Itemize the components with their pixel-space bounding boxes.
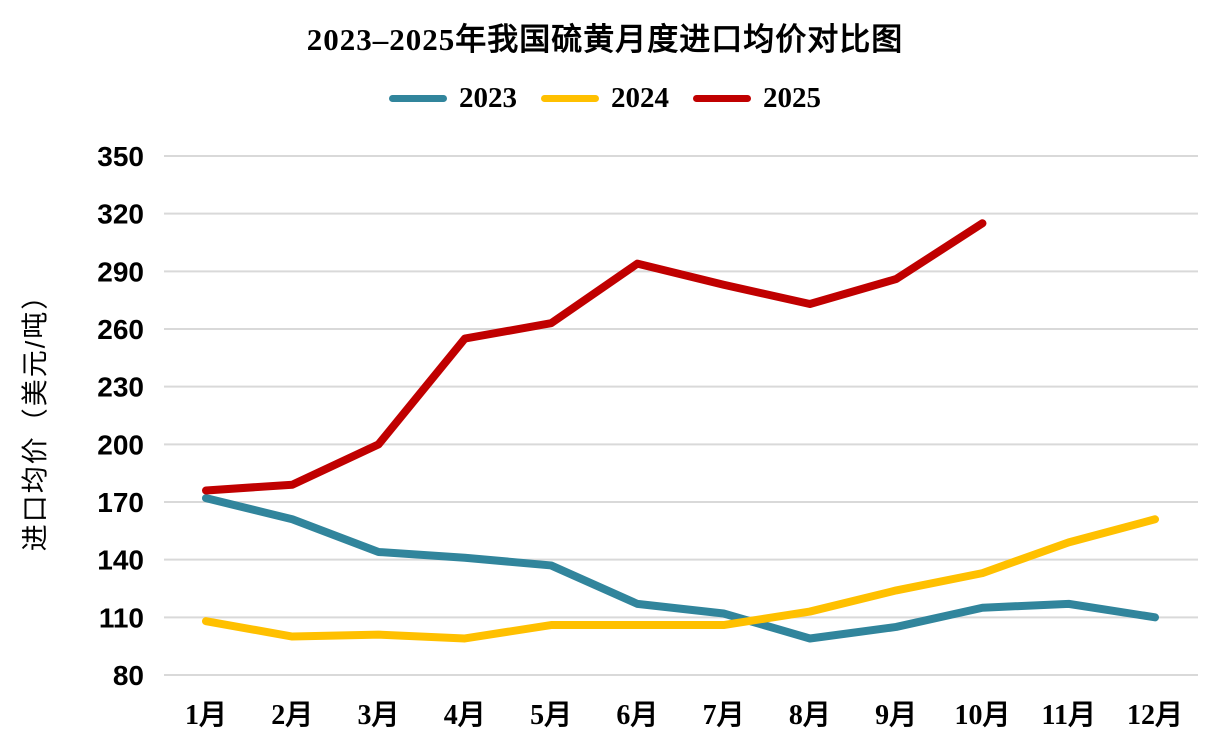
legend-item-2025: 2025 xyxy=(693,84,821,113)
y-tick-label-110: 110 xyxy=(99,602,144,633)
x-tick-label-9: 9月 xyxy=(875,700,917,731)
x-tick-label-10: 10月 xyxy=(954,700,1010,731)
x-tick-label-8: 8月 xyxy=(789,700,831,731)
x-tick-label-11: 11月 xyxy=(1041,700,1095,731)
x-tick-label-4: 4月 xyxy=(444,700,486,731)
legend-swatch-2024-icon xyxy=(541,95,599,102)
x-tick-label-3: 3月 xyxy=(358,700,400,731)
legend-swatch-2025-icon xyxy=(693,95,751,102)
legend-item-2023: 2023 xyxy=(389,84,517,113)
chart-legend: 2023 2024 2025 xyxy=(0,84,1210,113)
x-tick-label-6: 6月 xyxy=(616,700,658,731)
legend-label-2023: 2023 xyxy=(459,82,517,114)
y-tick-label-200: 200 xyxy=(97,429,144,460)
y-tick-label-140: 140 xyxy=(97,545,144,576)
series-line-2023 xyxy=(202,494,1159,643)
series-line-2024 xyxy=(202,515,1159,643)
chart-title: 2023–2025年我国硫黄月度进口均价对比图 xyxy=(306,22,904,57)
x-tick-label-2: 2月 xyxy=(271,700,313,731)
x-tick-label-7: 7月 xyxy=(703,700,745,731)
y-tick-label-350: 350 xyxy=(97,141,144,172)
x-tick-label-12: 12月 xyxy=(1127,700,1183,731)
legend-label-2025: 2025 xyxy=(763,82,821,114)
legend-swatch-2023-icon xyxy=(389,95,447,102)
legend-item-2024: 2024 xyxy=(541,84,669,113)
y-tick-label-170: 170 xyxy=(97,487,144,518)
x-tick-label-5: 5月 xyxy=(530,700,572,731)
x-tick-label-1: 1月 xyxy=(185,700,227,731)
y-tick-label-290: 290 xyxy=(97,256,144,287)
series-line-2025 xyxy=(202,219,987,495)
y-tick-label-80: 80 xyxy=(113,660,144,691)
y-tick-label-230: 230 xyxy=(97,372,144,403)
legend-label-2024: 2024 xyxy=(611,82,669,114)
y-tick-label-320: 320 xyxy=(97,199,144,230)
y-tick-label-260: 260 xyxy=(97,314,144,345)
